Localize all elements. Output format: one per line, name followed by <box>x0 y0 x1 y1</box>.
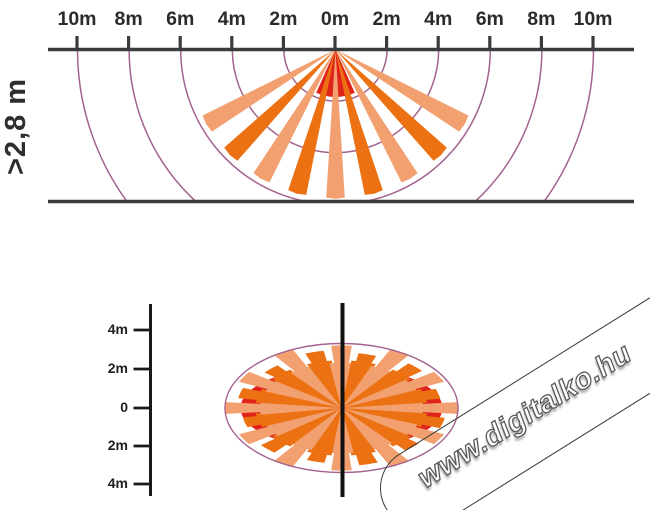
axis-label: 2m <box>107 437 128 453</box>
ruler-label: 2m <box>269 8 298 30</box>
top-wedge-light <box>341 408 445 445</box>
top-wedge-dark <box>341 408 445 429</box>
top-wedge-light <box>274 408 342 467</box>
ruler-label: 2m <box>372 8 401 30</box>
top-wedge-light <box>341 349 409 408</box>
ruler-label: 8m <box>527 8 556 30</box>
detection-beam <box>288 49 336 195</box>
top-wedge-dark <box>341 353 377 408</box>
top-wedge-dark <box>238 387 342 408</box>
top-wedge-dark <box>341 408 419 451</box>
top-wedge-dark-base <box>341 389 428 408</box>
top-wedge-dark <box>260 408 342 453</box>
detection-beam <box>326 49 345 199</box>
detection-beam <box>335 49 469 132</box>
axis-label: 0 <box>120 399 128 415</box>
ruler-label: 10m <box>57 8 97 30</box>
top-wedge-light <box>225 402 342 414</box>
detection-beam <box>335 49 383 195</box>
top-wedge-dark <box>305 350 342 408</box>
top-wedge-light <box>238 408 342 445</box>
top-wedge-light <box>238 371 342 408</box>
ruler-label: 4m <box>424 8 453 30</box>
axis-label: 2m <box>107 360 128 376</box>
top-wedge-dark <box>306 408 342 463</box>
top-wedge-dark <box>341 363 423 408</box>
axis-label: 4m <box>107 475 128 491</box>
detection-beam <box>335 49 418 183</box>
side-view-diagram <box>48 36 634 204</box>
detection-beam <box>224 49 336 161</box>
detection-beam <box>253 49 336 183</box>
top-wedge-dark <box>264 365 342 408</box>
detection-beam <box>335 49 447 161</box>
ruler-label: 6m <box>475 8 504 30</box>
ruler-label: 10m <box>573 8 613 30</box>
top-wedge-light <box>341 402 458 414</box>
top-wedge-light <box>341 408 409 467</box>
top-wedge-dark <box>242 408 342 428</box>
top-wedge-dark <box>341 408 378 466</box>
ruler-label: 8m <box>114 8 143 30</box>
top-view-diagram <box>133 303 459 497</box>
top-wedge-dark <box>341 388 441 408</box>
ruler-label: 6m <box>166 8 195 30</box>
axis-label: 4m <box>107 321 128 337</box>
top-wedge-light <box>341 371 445 408</box>
top-wedge-light <box>274 349 342 408</box>
ruler-label: 4m <box>217 8 246 30</box>
ruler-label: 0m <box>320 8 350 30</box>
detection-beam <box>202 49 336 132</box>
